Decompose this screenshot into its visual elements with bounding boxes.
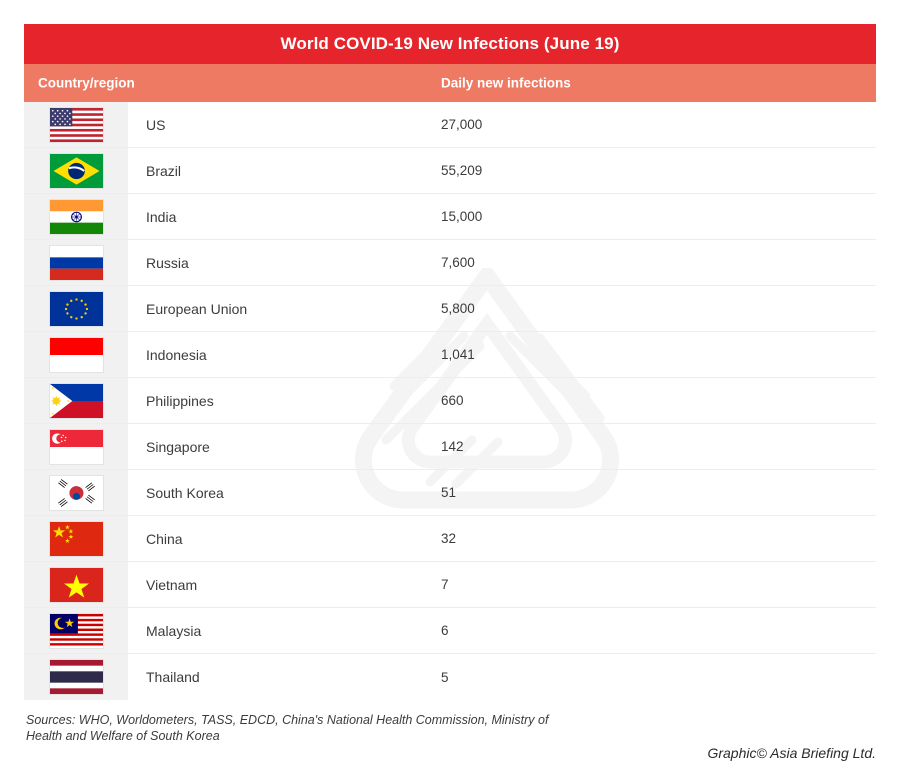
country-label: India (146, 208, 177, 225)
flag-indonesia-icon (48, 336, 104, 373)
country-label: Vietnam (146, 576, 198, 593)
column-header-country: Country/region (38, 75, 135, 91)
table-row: China 32 (24, 516, 876, 562)
flag-cell (24, 424, 128, 469)
country-label: South Korea (146, 484, 224, 501)
daily-new-infections-value: 15,000 (441, 209, 483, 224)
table-row: Singapore 142 (24, 424, 876, 470)
table-row: Brazil 55,209 (24, 148, 876, 194)
country-label: Philippines (146, 392, 214, 409)
flag-cell (24, 240, 128, 285)
flag-cell (24, 102, 128, 147)
flag-cell (24, 378, 128, 423)
table-row: US 27,000 (24, 102, 876, 148)
page-title: World COVID-19 New Infections (June 19) (280, 34, 620, 53)
daily-new-infections-value: 1,041 (441, 347, 475, 362)
flag-cell (24, 654, 128, 700)
country-label: Brazil (146, 162, 182, 179)
flag-philippines-icon (48, 382, 104, 419)
flag-brazil-icon (48, 152, 104, 189)
flag-china-icon (48, 520, 104, 557)
flag-india-icon (48, 198, 104, 235)
daily-new-infections-value: 55,209 (441, 163, 483, 178)
title-bar: World COVID-19 New Infections (June 19) (24, 24, 876, 64)
covid-infections-table: US 27,000 Brazil 55,209 (24, 102, 876, 700)
daily-new-infections-value: 6 (441, 623, 449, 638)
flag-russia-icon (48, 244, 104, 281)
daily-new-infections-value: 51 (441, 485, 457, 500)
daily-new-infections-value: 142 (441, 439, 464, 454)
flag-cell (24, 562, 128, 607)
daily-new-infections-value: 32 (441, 531, 457, 546)
flag-singapore-icon (48, 428, 104, 465)
flag-vietnam-icon (48, 566, 104, 603)
country-label: Singapore (146, 438, 210, 455)
graphic-credit: Graphic© Asia Briefing Ltd. (707, 745, 876, 761)
flag-cell (24, 194, 128, 239)
flag-european-union-icon (48, 290, 104, 327)
daily-new-infections-value: 5,800 (441, 301, 475, 316)
flag-south-korea-icon (48, 474, 104, 511)
daily-new-infections-value: 660 (441, 393, 464, 408)
flag-cell (24, 148, 128, 193)
table-row: European Union 5,800 (24, 286, 876, 332)
daily-new-infections-value: 27,000 (441, 117, 483, 132)
flag-cell (24, 470, 128, 515)
country-label: European Union (146, 300, 248, 317)
country-label: Indonesia (146, 346, 207, 363)
country-label: Malaysia (146, 622, 202, 639)
sources-note: Sources: WHO, Worldometers, TASS, EDCD, … (26, 713, 549, 743)
daily-new-infections-value: 5 (441, 669, 449, 685)
flag-cell (24, 516, 128, 561)
country-label: Russia (146, 254, 189, 271)
flag-cell (24, 332, 128, 377)
flag-us-icon (48, 106, 104, 143)
daily-new-infections-value: 7 (441, 577, 449, 592)
table-row: Thailand 5 (24, 654, 876, 700)
table-row: Malaysia 6 (24, 608, 876, 654)
flag-cell (24, 608, 128, 653)
column-header-bar: Country/region Daily new infections (24, 64, 876, 102)
flag-thailand-icon (48, 659, 104, 695)
table-row: Indonesia 1,041 (24, 332, 876, 378)
table-row: South Korea 51 (24, 470, 876, 516)
country-label: Thailand (146, 669, 200, 685)
country-label: US (146, 116, 166, 133)
daily-new-infections-value: 7,600 (441, 255, 475, 270)
country-label: China (146, 530, 183, 547)
table-row: Russia 7,600 (24, 240, 876, 286)
flag-malaysia-icon (48, 612, 104, 649)
column-header-daily-new-infections: Daily new infections (441, 75, 571, 91)
table-row: Philippines 660 (24, 378, 876, 424)
flag-cell (24, 286, 128, 331)
table-row: India 15,000 (24, 194, 876, 240)
table-row: Vietnam 7 (24, 562, 876, 608)
